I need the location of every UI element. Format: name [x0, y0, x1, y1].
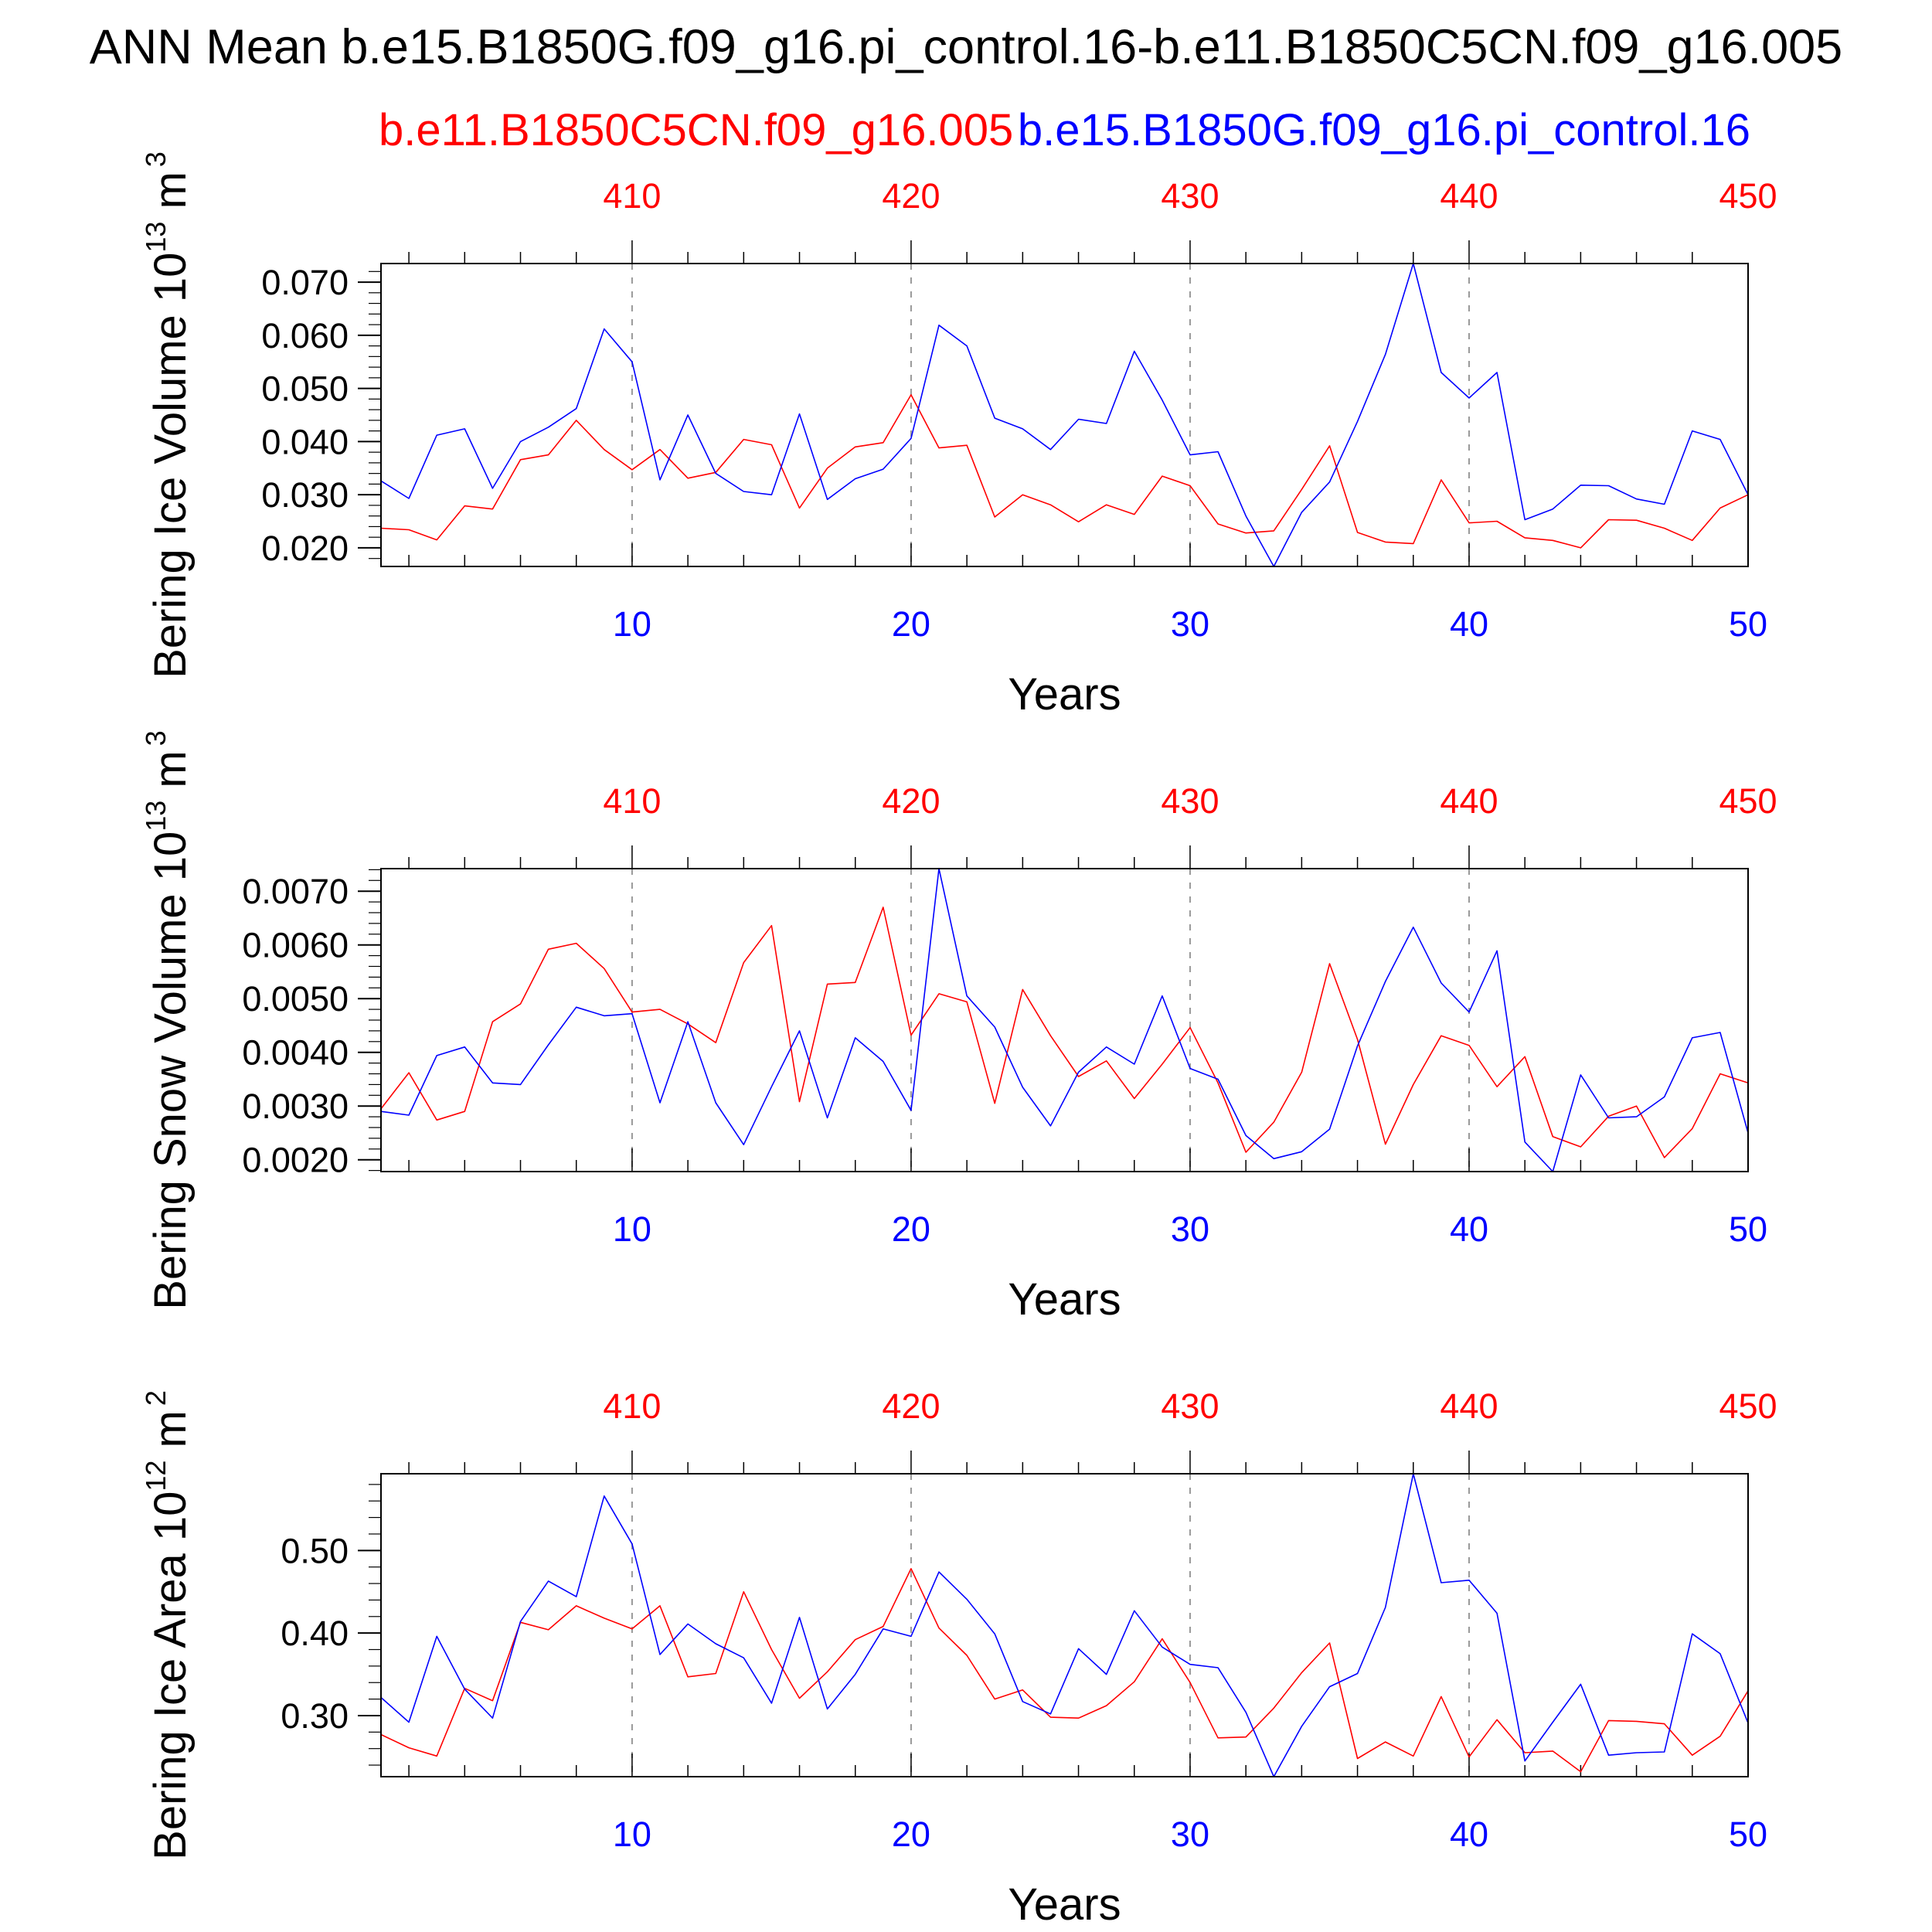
y-axis-title-main: Bering Snow Volume 10: [145, 832, 196, 1310]
y-tick-label: 0.0060: [242, 926, 349, 965]
x-axis-title: Years: [1008, 1274, 1121, 1325]
x-axis-title: Years: [1008, 669, 1121, 719]
series-line-blue: [380, 1473, 1749, 1777]
y-tick-label: 0.020: [261, 529, 349, 568]
x-tick-label-top: 440: [1440, 176, 1498, 216]
x-tick-label-top: 440: [1440, 1386, 1498, 1426]
y-tick-label: 0.030: [261, 475, 349, 515]
y-axis-title-unit: m: [145, 750, 196, 800]
x-tick-label-bottom: 50: [1729, 604, 1767, 644]
x-tick-label-bottom: 10: [613, 1209, 651, 1249]
x-tick-label-top: 410: [603, 1386, 661, 1426]
x-tick-label-top: 430: [1161, 781, 1219, 821]
plot-frame: [380, 868, 1749, 1172]
x-tick-label-top: 450: [1719, 781, 1777, 821]
y-tick-label: 0.50: [281, 1531, 349, 1570]
y-tick-label: 0.0040: [242, 1033, 349, 1073]
y-tick-label: 0.060: [261, 316, 349, 355]
x-tick-label-bottom: 40: [1450, 1209, 1488, 1249]
y-tick-label: 0.30: [281, 1696, 349, 1736]
y-tick-label: 0.050: [261, 369, 349, 409]
y-axis-title-unit: m: [145, 172, 196, 221]
x-tick-label-top: 410: [603, 781, 661, 821]
x-tick-label-bottom: 30: [1171, 604, 1209, 644]
y-axis-title-unit-exponent: 2: [140, 1390, 172, 1406]
x-tick-label-bottom: 40: [1450, 604, 1488, 644]
x-tick-label-top: 420: [882, 781, 940, 821]
x-tick-label-top: 450: [1719, 176, 1777, 216]
x-tick-label-top: 430: [1161, 1386, 1219, 1426]
x-tick-label-bottom: 10: [613, 1815, 651, 1854]
panel-1: 0.020 0.030 0.040 0.050 0.060 0.070 10 410 20 420…: [140, 151, 1777, 719]
legend-red-series-label: b.e11.B1850C5CN.f09_g16.005: [379, 105, 1013, 155]
x-tick-label-top: 410: [603, 176, 661, 216]
chart-panels: 0.020 0.030 0.040 0.050 0.060 0.070 10 410 20 420…: [140, 151, 1777, 1930]
y-axis-title-unit-exponent: 3: [140, 730, 172, 746]
x-tick-label-bottom: 50: [1729, 1815, 1767, 1854]
y-axis-title: Bering Snow Volume 1013 m 3: [140, 730, 196, 1310]
y-tick-label: 0.0020: [242, 1141, 349, 1180]
y-tick-label: 0.040: [261, 422, 349, 461]
y-axis-title-main: Bering Ice Area 10: [145, 1492, 196, 1860]
series-line-red: [380, 394, 1749, 549]
panel-3: 0.30 0.40 0.50 10 410 20 420 30 430 40 440 50 450 Yea…: [140, 1386, 1777, 1930]
y-axis-title-unit-exponent: 3: [140, 151, 172, 167]
y-axis-title-exponent: 13: [140, 801, 172, 832]
y-axis-title: Bering Ice Area 1012 m 2: [140, 1390, 196, 1860]
series-line-red: [380, 906, 1749, 1158]
panel-2: 0.0020 0.0030 0.0040 0.0050 0.0060 0.0070 10 41…: [140, 730, 1777, 1325]
plot-frame: [380, 263, 1749, 567]
series-line-blue: [380, 868, 1749, 1172]
series-line-blue: [380, 263, 1749, 567]
y-tick-label: 0.0070: [242, 872, 349, 911]
y-tick-label: 0.0050: [242, 979, 349, 1019]
y-axis-title-exponent: 12: [140, 1461, 172, 1492]
x-tick-label-bottom: 20: [892, 1209, 930, 1249]
main-title: ANN Mean b.e15.B1850G.f09_g16.pi_control…: [90, 20, 1842, 74]
legend-blue-series-label: b.e15.B1850G.f09_g16.pi_control.16: [1018, 105, 1750, 155]
x-tick-label-bottom: 20: [892, 1815, 930, 1854]
y-axis-title-unit: m: [145, 1410, 196, 1460]
x-tick-label-bottom: 50: [1729, 1209, 1767, 1249]
x-axis-title: Years: [1008, 1879, 1121, 1930]
x-tick-label-top: 420: [882, 1386, 940, 1426]
x-tick-label-top: 430: [1161, 176, 1219, 216]
y-tick-label: 0.070: [261, 263, 349, 302]
x-tick-label-bottom: 40: [1450, 1815, 1488, 1854]
plot-frame: [380, 1473, 1749, 1777]
x-tick-label-top: 440: [1440, 781, 1498, 821]
x-tick-label-top: 420: [882, 176, 940, 216]
series-line-red: [380, 1568, 1749, 1773]
y-axis-title: Bering Ice Volume 1013 m 3: [140, 151, 196, 679]
y-axis-title-exponent: 13: [140, 222, 172, 253]
x-tick-label-top: 450: [1719, 1386, 1777, 1426]
y-tick-label: 0.0030: [242, 1087, 349, 1126]
x-tick-label-bottom: 10: [613, 604, 651, 644]
y-tick-label: 0.40: [281, 1614, 349, 1653]
y-axis-title-main: Bering Ice Volume 10: [145, 253, 196, 679]
x-tick-label-bottom: 30: [1171, 1209, 1209, 1249]
x-tick-label-bottom: 30: [1171, 1815, 1209, 1854]
x-tick-label-bottom: 20: [892, 604, 930, 644]
